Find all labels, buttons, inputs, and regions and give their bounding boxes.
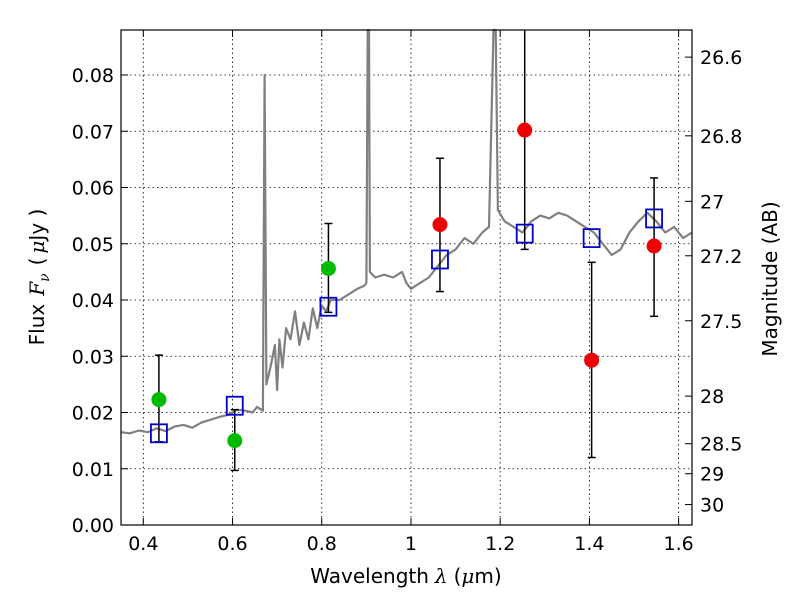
markers-group [150, 122, 663, 449]
model-square-marker [431, 249, 449, 270]
x-tick-label: 1.4 [574, 533, 604, 555]
y-tick-label: 0.06 [72, 178, 114, 200]
model-square-marker [225, 395, 244, 416]
model-square-marker [319, 296, 338, 317]
y-tick-label: 0.02 [72, 403, 114, 425]
x-tick-label: 1 [405, 533, 417, 555]
red-data-point [517, 122, 533, 138]
x-tick-label: 1.6 [664, 533, 694, 555]
plot-border [120, 29, 693, 526]
green-data-point [320, 261, 336, 276]
x-axis-label: Wavelength λ (μm) [310, 564, 501, 588]
y-tick-label: 0.03 [72, 346, 114, 368]
y2-tick-label: 27.2 [700, 246, 742, 268]
green-data-point [227, 433, 243, 449]
y2-tick-label: 29 [700, 464, 724, 486]
red-data-point [584, 352, 600, 368]
y-tick-label: 0.01 [72, 459, 114, 481]
model-square-marker [150, 423, 168, 444]
x-tick-label: 1.2 [485, 533, 515, 555]
y-axis-label: FluxFν(μJy ) [25, 209, 53, 346]
y2-axis-label: Magnitude (AB) [758, 201, 782, 356]
red-data-point [646, 238, 662, 254]
plot-frame [120, 29, 693, 526]
model-square-marker [515, 223, 534, 244]
y2-tick-label: 27.5 [700, 311, 742, 333]
y-tick-label: 0.07 [72, 121, 114, 143]
x-tick-label: 0.4 [128, 533, 158, 555]
y2-tick-label: 30 [700, 495, 724, 517]
tick-group: 0.4 0.6 0.8 1 1.2 1.4 1.6 0.00 0.01 0.02 0.03 0.04 0… [72, 30, 742, 555]
y-tick-label: 0.08 [72, 65, 114, 87]
y2-tick-label: 26.8 [700, 126, 742, 148]
y-tick-label: 0.05 [72, 234, 114, 256]
error-bars-group [154, 30, 659, 472]
y2-tick-label: 28.5 [700, 434, 742, 456]
y2-tick-label: 27 [700, 191, 724, 213]
y2-tick-label: 28 [700, 386, 724, 408]
green-data-point [151, 392, 167, 408]
x-tick-label: 0.6 [217, 533, 247, 555]
spectrum-line [120, 28, 693, 435]
x-tick-label: 0.8 [307, 533, 337, 555]
red-data-point [432, 217, 448, 233]
spectrum-line-group [120, 28, 693, 435]
model-square-marker [645, 208, 663, 229]
y-tick-label: 0.00 [72, 515, 114, 537]
y2-tick-label: 26.6 [700, 47, 742, 69]
grid-lines [121, 30, 692, 526]
y-tick-label: 0.04 [72, 290, 114, 312]
model-square-marker [582, 228, 601, 249]
